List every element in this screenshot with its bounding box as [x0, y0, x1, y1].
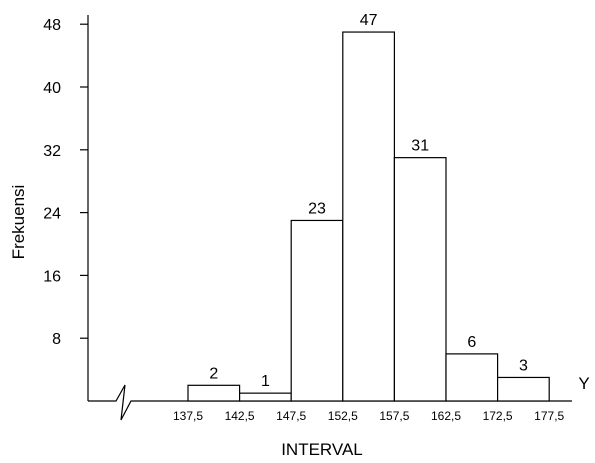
x-tick-label: 152,5 [328, 409, 358, 423]
bar-value-label: 47 [360, 12, 378, 29]
y-tick-label: 32 [43, 143, 61, 160]
histogram-bar [290, 219, 344, 402]
x-tick-label: 147,5 [276, 409, 306, 423]
histogram-bar [393, 157, 447, 402]
x-tick-label: 177,5 [534, 409, 564, 423]
x-tick-label: 137,5 [173, 409, 203, 423]
bar-value-label: 23 [308, 200, 326, 217]
bar-value-label: 2 [209, 365, 218, 382]
x-tick-label: 172,5 [483, 409, 513, 423]
x-tick-label: 157,5 [379, 409, 409, 423]
x-tick-label: 162,5 [431, 409, 461, 423]
bar-value-label: 1 [261, 373, 270, 390]
bars [187, 31, 550, 402]
y-tick-label: 48 [43, 17, 61, 34]
histogram-bar [497, 376, 550, 402]
y-tick-label: 24 [43, 206, 61, 223]
histogram-bar [239, 392, 292, 402]
histogram-bar [187, 384, 241, 402]
x-axis-title: INTERVAL [281, 440, 363, 459]
y-tick-label: 40 [43, 80, 61, 97]
bar-value-label: 6 [467, 334, 476, 351]
bar-value-label: 31 [411, 138, 429, 155]
histogram-bar [342, 31, 395, 402]
labels: 8 16 24 32 40 48 2 1 23 47 31 6 3 137,5 142,5 147,5 152,… [43, 12, 564, 423]
bar-value-label: 3 [519, 357, 528, 374]
x-axis-end-label: Y [578, 374, 589, 393]
x-tick-label: 142,5 [225, 409, 255, 423]
y-axis-title: Frekuensi [9, 185, 28, 260]
histogram-bar [445, 353, 499, 402]
y-tick-label: 16 [43, 268, 61, 285]
y-tick-label: 8 [52, 331, 61, 348]
